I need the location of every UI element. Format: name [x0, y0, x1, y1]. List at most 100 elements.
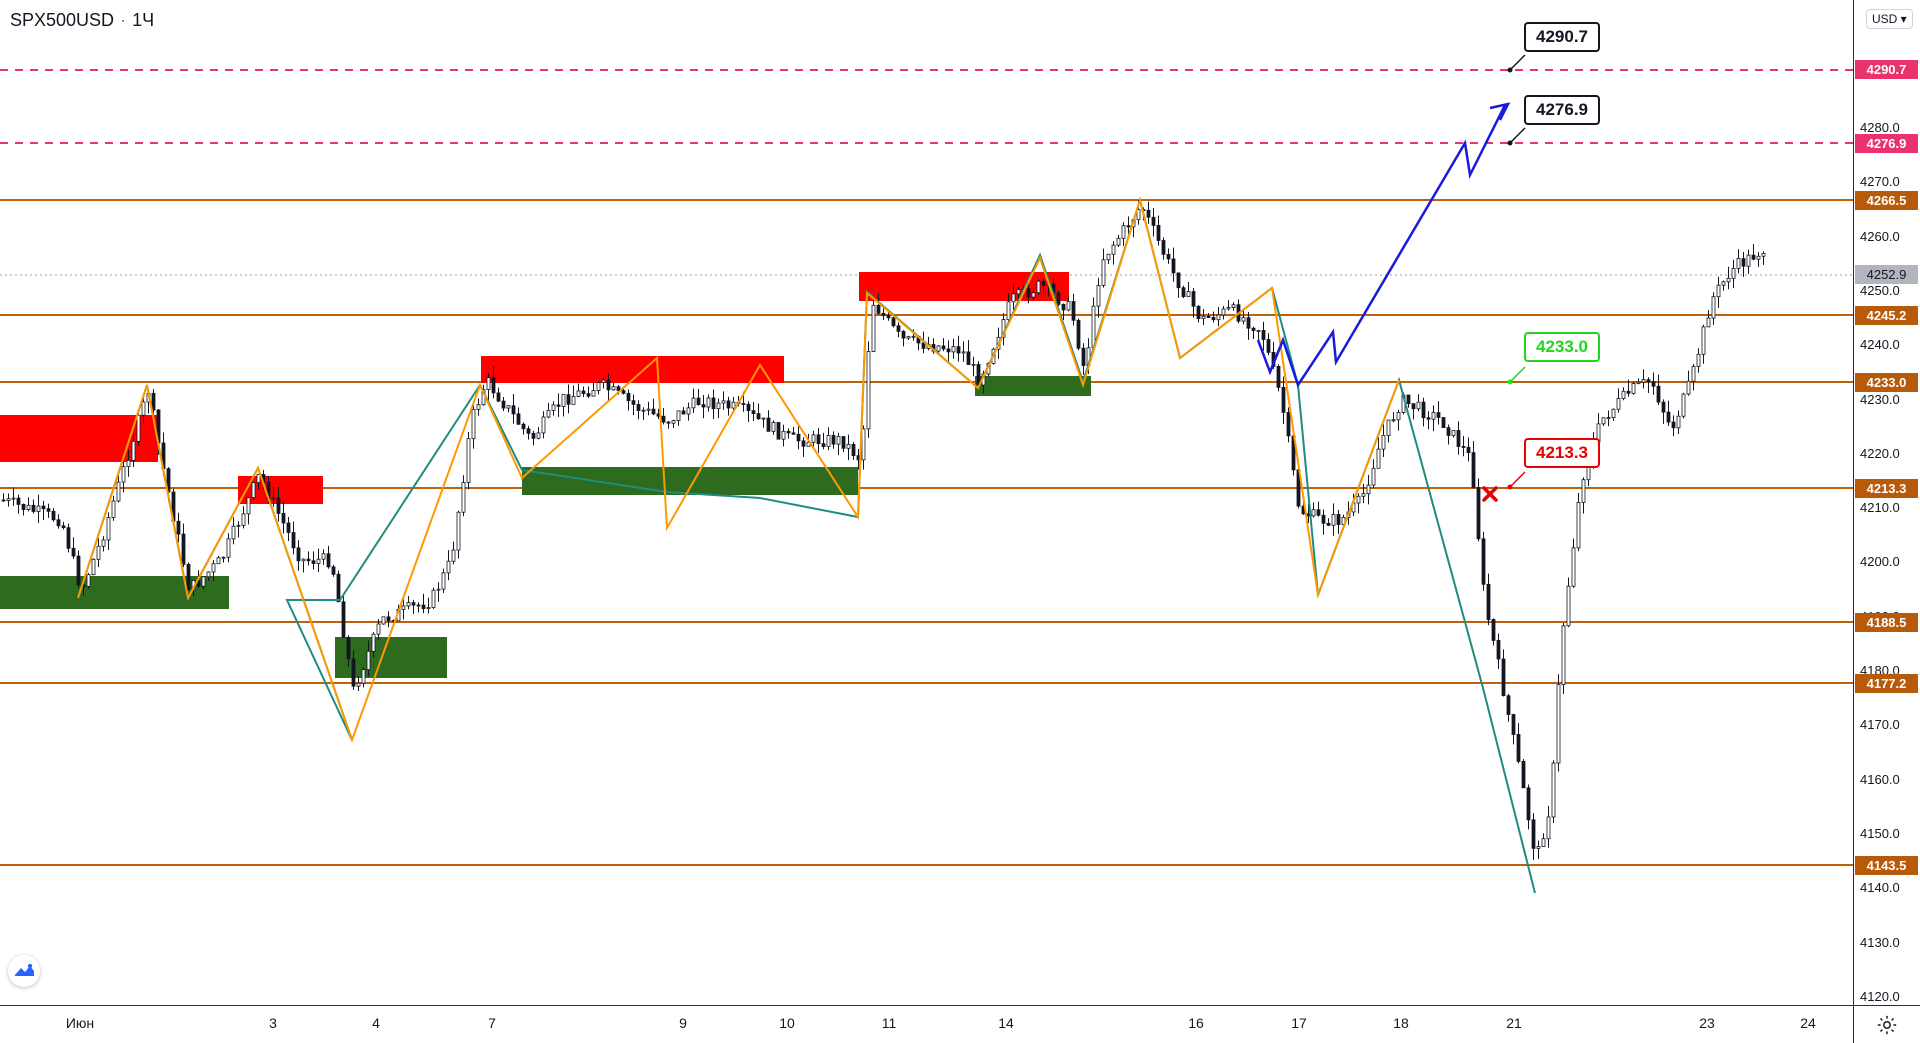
- candle-body: [821, 443, 826, 447]
- candle-body: [1451, 430, 1456, 436]
- candle-body: [26, 504, 31, 510]
- candle-body: [1411, 403, 1416, 410]
- candle-body: [426, 607, 431, 610]
- candle-body: [271, 497, 276, 500]
- time-tick-label: 14: [998, 1015, 1014, 1031]
- price-tick-label: 4150.0: [1860, 825, 1900, 841]
- candle-body: [276, 497, 281, 514]
- candle-body: [1006, 301, 1011, 320]
- tradingview-logo-icon[interactable]: [8, 955, 40, 987]
- stop-callout[interactable]: 4213.3: [1524, 438, 1600, 468]
- price-tag-4276: 4276.9: [1855, 134, 1918, 153]
- candle-body: [706, 397, 711, 408]
- candle-body: [1156, 224, 1161, 241]
- candle-body: [461, 482, 466, 513]
- candle-body: [256, 474, 261, 483]
- candle-body: [726, 400, 731, 409]
- time-tick-label: 10: [779, 1015, 795, 1031]
- candle-body: [206, 571, 211, 578]
- candle-body: [776, 422, 781, 440]
- candle-body: [1421, 401, 1426, 419]
- candle-body: [501, 400, 506, 409]
- candle-body: [1741, 258, 1746, 267]
- time-axis[interactable]: Июн 3 4 7 9 10 11 14 16 17 18 21 23 24: [0, 1005, 1853, 1043]
- price-tick-label: 4270.0: [1860, 174, 1900, 190]
- candle-body: [676, 410, 681, 421]
- candle-body: [411, 602, 416, 606]
- candle-body: [796, 433, 801, 442]
- price-tick-label: 4140.0: [1860, 880, 1900, 896]
- candle-body: [326, 553, 331, 568]
- candle-body: [331, 566, 336, 575]
- candle-body: [1246, 317, 1251, 329]
- candle-body: [871, 304, 876, 352]
- candle-body: [1121, 225, 1126, 239]
- candle-body: [1476, 487, 1481, 540]
- candle-body: [786, 430, 791, 434]
- candle-body: [621, 390, 626, 394]
- chart-canvas[interactable]: [0, 0, 1853, 1005]
- target-callout-low[interactable]: 4276.9: [1524, 95, 1600, 125]
- candle-body: [1096, 285, 1101, 307]
- gear-icon[interactable]: [1876, 1014, 1898, 1036]
- candle-body: [1636, 381, 1641, 384]
- candle-body: [816, 434, 821, 445]
- candle-body: [406, 602, 411, 607]
- candle-body: [1231, 304, 1236, 308]
- projection-arrow-head: [1489, 102, 1511, 121]
- candle-body: [696, 397, 701, 406]
- price-axis[interactable]: USD ▾ 4280.0 4270.0 4260.0 4250.0 4240.0 4230…: [1853, 0, 1920, 1005]
- candle-body: [101, 539, 106, 547]
- candle-body: [666, 421, 671, 424]
- candle-body: [46, 508, 51, 512]
- candle-body: [966, 351, 971, 365]
- candle-body: [341, 601, 346, 638]
- candle-body: [466, 438, 471, 483]
- candle-body: [851, 444, 856, 457]
- candle-body: [6, 498, 11, 501]
- candle-body: [1436, 412, 1441, 418]
- candle-body: [891, 317, 896, 327]
- candle-body: [1371, 467, 1376, 486]
- candle-body: [1216, 314, 1221, 321]
- time-tick-label: 24: [1800, 1015, 1816, 1031]
- price-tick-label: 4200.0: [1860, 554, 1900, 570]
- candle-body: [576, 390, 581, 397]
- candle-body: [1701, 326, 1706, 355]
- candle-body: [431, 589, 436, 608]
- candle-body: [1396, 412, 1401, 421]
- candle-body: [336, 573, 341, 603]
- candle-body: [511, 405, 516, 415]
- target-callout-high[interactable]: 4290.7: [1524, 22, 1600, 52]
- symbol-name: SPX500USD: [10, 10, 115, 30]
- price-tick-label: 4260.0: [1860, 228, 1900, 244]
- candle-body: [1211, 317, 1216, 321]
- candle-body: [306, 558, 311, 562]
- candle-body: [866, 351, 871, 430]
- symbol-title[interactable]: SPX500USD · 1Ч: [10, 10, 155, 30]
- candle-body: [1566, 585, 1571, 627]
- candle-body: [551, 404, 556, 411]
- time-tick-label: 21: [1506, 1015, 1522, 1031]
- price-tick-label: 4120.0: [1860, 988, 1900, 1004]
- candle-body: [1666, 411, 1671, 423]
- candle-body: [1416, 401, 1421, 410]
- support-zones: [0, 376, 1091, 678]
- candle-body: [1616, 398, 1621, 410]
- current-price-tag: 4252.9: [1855, 265, 1918, 284]
- entry-callout[interactable]: 4233.0: [1524, 332, 1600, 362]
- candle-body: [1526, 787, 1531, 821]
- candle-body: [1576, 501, 1581, 549]
- chart-area[interactable]: SPX500USD · 1Ч 4290.7 4276.9 4233.0 4213.3: [0, 0, 1853, 1005]
- currency-selector[interactable]: USD ▾: [1866, 9, 1913, 29]
- price-tag-4266: 4266.5: [1855, 191, 1918, 210]
- candle-body: [711, 397, 716, 410]
- candle-body: [346, 636, 351, 660]
- time-tick-label: Июн: [65, 1015, 95, 1031]
- time-tick-label: 7: [488, 1015, 496, 1031]
- time-tick-label: 3: [269, 1015, 277, 1031]
- candle-body: [1531, 819, 1536, 849]
- candle-body: [671, 420, 676, 424]
- candle-body: [841, 436, 846, 449]
- candle-body: [1751, 254, 1756, 260]
